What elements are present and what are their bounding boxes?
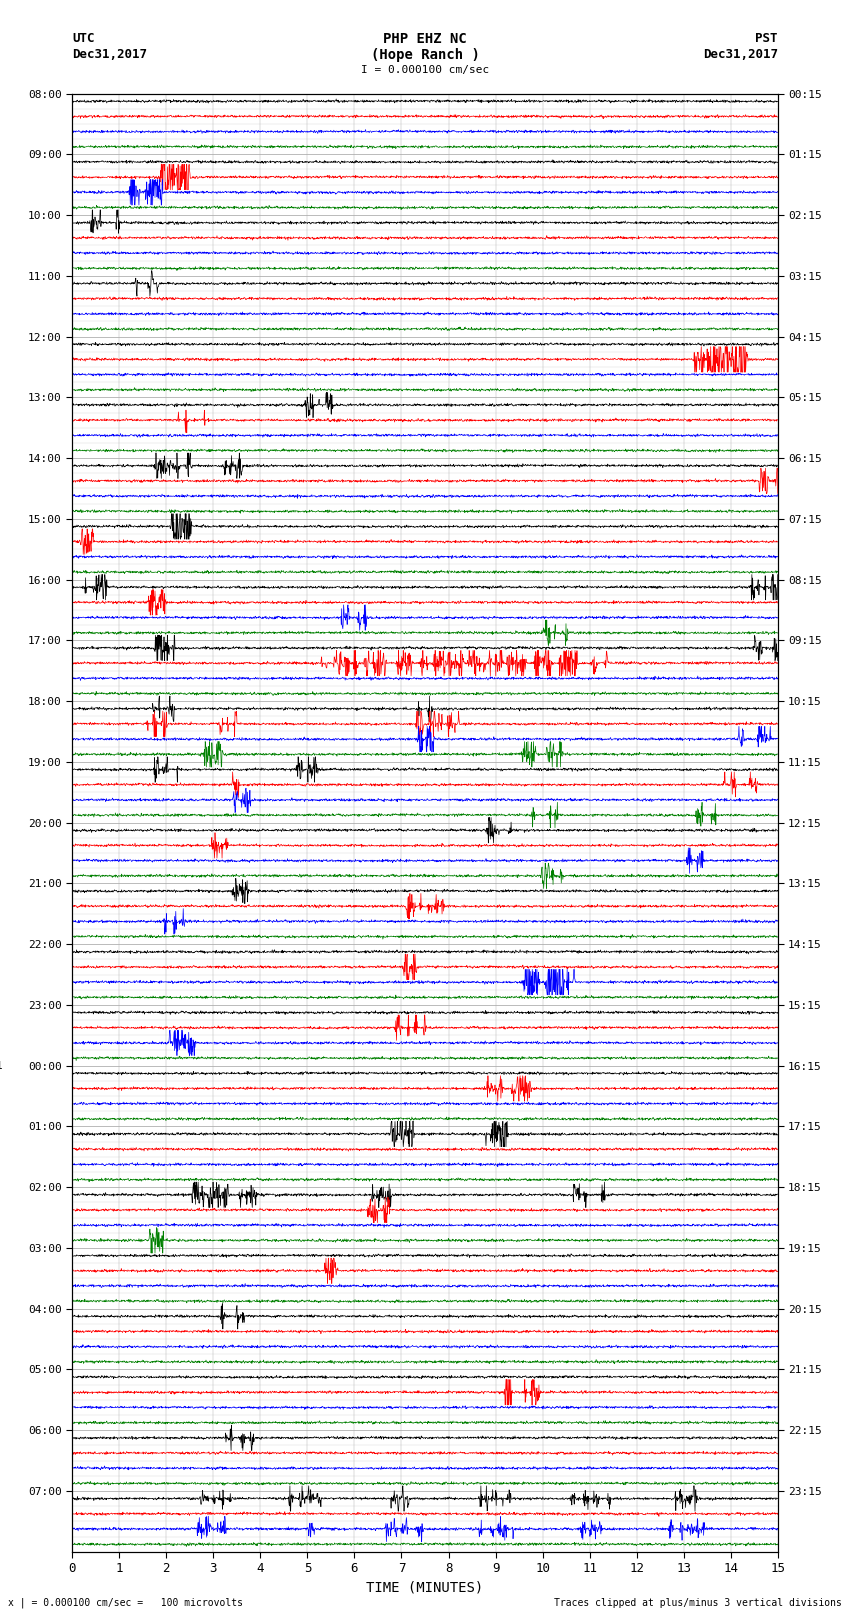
- Text: UTC: UTC: [72, 32, 94, 45]
- Text: PHP EHZ NC: PHP EHZ NC: [383, 32, 467, 47]
- Text: I = 0.000100 cm/sec: I = 0.000100 cm/sec: [361, 65, 489, 74]
- Text: x | = 0.000100 cm/sec =   100 microvolts: x | = 0.000100 cm/sec = 100 microvolts: [8, 1597, 243, 1608]
- Text: Dec31,2017: Dec31,2017: [703, 48, 778, 61]
- X-axis label: TIME (MINUTES): TIME (MINUTES): [366, 1581, 484, 1595]
- Text: PST: PST: [756, 32, 778, 45]
- Text: (Hope Ranch ): (Hope Ranch ): [371, 48, 479, 63]
- Text: Traces clipped at plus/minus 3 vertical divisions: Traces clipped at plus/minus 3 vertical …: [553, 1598, 842, 1608]
- Text: Jan 1: Jan 1: [0, 1061, 3, 1071]
- Text: Dec31,2017: Dec31,2017: [72, 48, 147, 61]
